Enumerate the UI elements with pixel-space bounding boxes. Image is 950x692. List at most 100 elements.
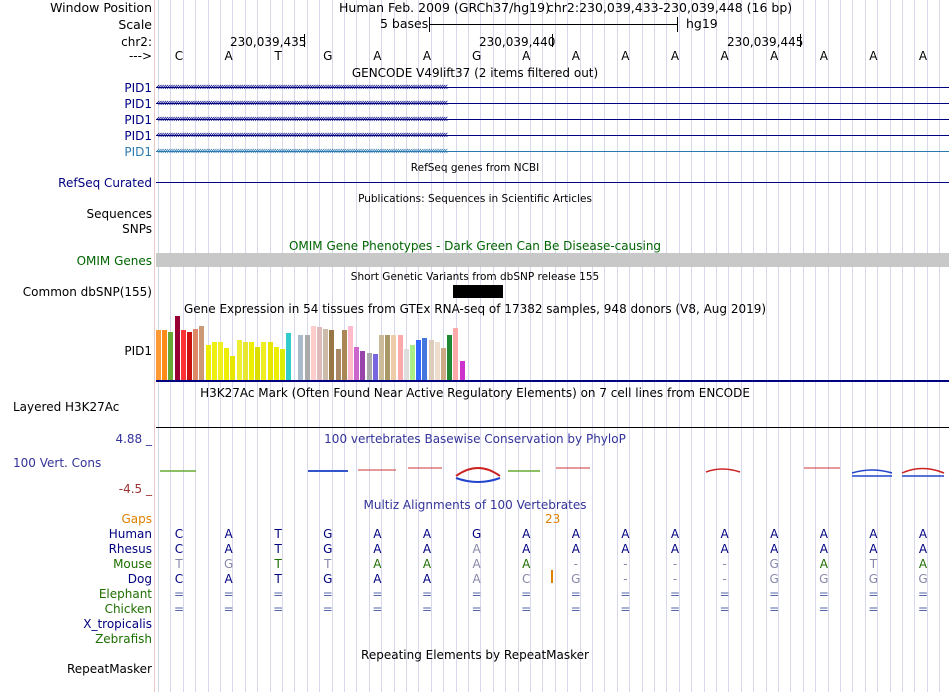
gencode-item-label[interactable]: PID1 [124,97,152,111]
gtex-bar[interactable] [398,335,403,380]
gtex-bar[interactable] [435,342,440,380]
multiz-species-label[interactable]: Rhesus [108,542,152,556]
multiz-species-label[interactable]: Zebrafish [95,632,152,646]
gtex-bar[interactable] [280,349,285,380]
gtex-bar[interactable] [249,342,254,380]
multiz-species-label[interactable]: X_tropicalis [83,617,152,631]
multiz-base: T [274,542,282,556]
gtex-bar[interactable] [175,316,180,380]
gencode-gene-line[interactable] [156,87,949,88]
gtex-bar[interactable] [255,347,260,380]
gtex-bar[interactable] [342,330,347,380]
gtex-bar[interactable] [453,328,458,380]
gtex-bar[interactable] [391,335,396,380]
gtex-bar[interactable] [212,342,217,380]
gtex-bar[interactable] [298,335,303,380]
gtex-bar[interactable] [181,330,186,380]
reference-base: A [373,49,382,63]
gencode-gene-line[interactable] [156,119,949,120]
gtex-bar[interactable] [373,354,378,380]
gtex-bar[interactable] [323,329,328,380]
gtex-bar[interactable] [441,348,446,380]
multiz-species-label[interactable]: Chicken [104,602,152,616]
reference-base: A [869,49,878,63]
gtex-bar[interactable] [237,340,242,380]
gtex-bar[interactable] [447,335,452,380]
gtex-bar[interactable] [360,351,365,380]
cons-mark [851,469,893,477]
gtex-bar[interactable] [422,338,427,380]
conservation-plot[interactable] [0,460,950,484]
gtex-bar[interactable] [168,332,173,380]
gencode-item-label[interactable]: PID1 [124,145,152,159]
dbsnp-variant[interactable] [453,285,503,298]
gencode-item-label[interactable]: PID1 [124,129,152,143]
refseq-gene-line[interactable] [156,182,949,183]
refseq-track-label[interactable]: RefSeq Curated [58,176,152,190]
gtex-bar[interactable] [410,345,415,380]
h3k27ac-track-label[interactable]: Layered H3K27Ac [13,400,120,414]
multiz-track-title[interactable]: Multiz Alignments of 100 Vertebrates [363,498,587,512]
multiz-species-label[interactable]: Dog [127,572,152,586]
gtex-bar[interactable] [206,345,211,380]
gtex-bar[interactable] [268,342,273,380]
conservation-track-title[interactable]: 100 vertebrates Basewise Conservation by… [324,432,626,446]
gtex-track-title[interactable]: Gene Expression in 54 tissues from GTEx … [183,302,767,316]
gtex-track-label[interactable]: PID1 [124,344,152,358]
gencode-item-label[interactable]: PID1 [124,113,152,127]
gtex-bar[interactable] [329,330,334,380]
reference-base: A [522,49,531,63]
gtex-bar[interactable] [305,335,310,380]
publications-sequences-label[interactable]: Sequences [86,207,152,221]
dbsnp-track-title[interactable]: Short Genetic Variants from dbSNP releas… [350,271,600,283]
multiz-species-label[interactable]: Human [108,527,152,541]
refseq-track-title[interactable]: RefSeq genes from NCBI [410,162,540,174]
gtex-bar[interactable] [367,353,372,380]
multiz-species-label[interactable]: Elephant [98,587,152,601]
gtex-bar[interactable] [348,326,353,380]
h3k27ac-track-title[interactable]: H3K27Ac Mark (Often Found Near Active Re… [200,386,750,400]
gtex-bar[interactable] [156,330,161,380]
gtex-bar[interactable] [336,349,341,380]
gencode-gene-line[interactable] [156,151,949,152]
gtex-bar[interactable] [317,327,322,380]
gtex-bar[interactable] [404,349,409,380]
conservation-track-label[interactable]: 100 Vert. Cons [13,456,102,470]
gtex-bar[interactable] [162,330,167,380]
omim-track-label[interactable]: OMIM Genes [76,254,152,268]
gencode-track-title[interactable]: GENCODE V49lift37 (2 items filtered out) [351,66,599,80]
gtex-bar[interactable] [460,361,465,380]
multiz-species-label[interactable]: Mouse [113,557,152,571]
gtex-bar[interactable] [224,348,229,380]
multiz-base: A [522,527,531,541]
gtex-bar[interactable] [274,347,279,380]
gencode-gene-line[interactable] [156,135,949,136]
gtex-bar[interactable] [187,332,192,380]
publications-snps-label[interactable]: SNPs [122,222,152,236]
gtex-bar[interactable] [230,356,235,380]
repeatmasker-track-label[interactable]: RepeatMasker [66,662,152,676]
repeatmasker-track-title[interactable]: Repeating Elements by RepeatMasker [361,648,589,662]
gtex-bar[interactable] [416,340,421,380]
gtex-bar[interactable] [379,335,384,380]
multiz-gap-count[interactable]: 23 [545,512,561,526]
gtex-bar[interactable] [199,326,204,380]
gencode-item-label[interactable]: PID1 [124,81,152,95]
publications-track-title[interactable]: Publications: Sequences in Scientific Ar… [358,193,592,205]
gtex-bar[interactable] [354,347,359,380]
gtex-bar[interactable] [429,340,434,380]
gtex-bar[interactable] [218,342,223,380]
gtex-bar[interactable] [261,342,266,380]
gtex-bar[interactable] [193,329,198,380]
gtex-bar[interactable] [385,335,390,380]
omim-track-title[interactable]: OMIM Gene Phenotypes - Dark Green Can Be… [288,239,662,253]
dbsnp-track-label[interactable]: Common dbSNP(155) [22,285,152,299]
omim-feature-bar[interactable] [156,253,949,267]
gtex-bar[interactable] [286,333,291,380]
gencode-gene-line[interactable] [156,103,949,104]
gtex-bar[interactable] [243,342,248,380]
grid-line [753,0,754,692]
multiz-gaps-label[interactable]: Gaps [121,512,152,526]
multiz-base: A [869,527,878,541]
gtex-bar[interactable] [311,326,316,380]
